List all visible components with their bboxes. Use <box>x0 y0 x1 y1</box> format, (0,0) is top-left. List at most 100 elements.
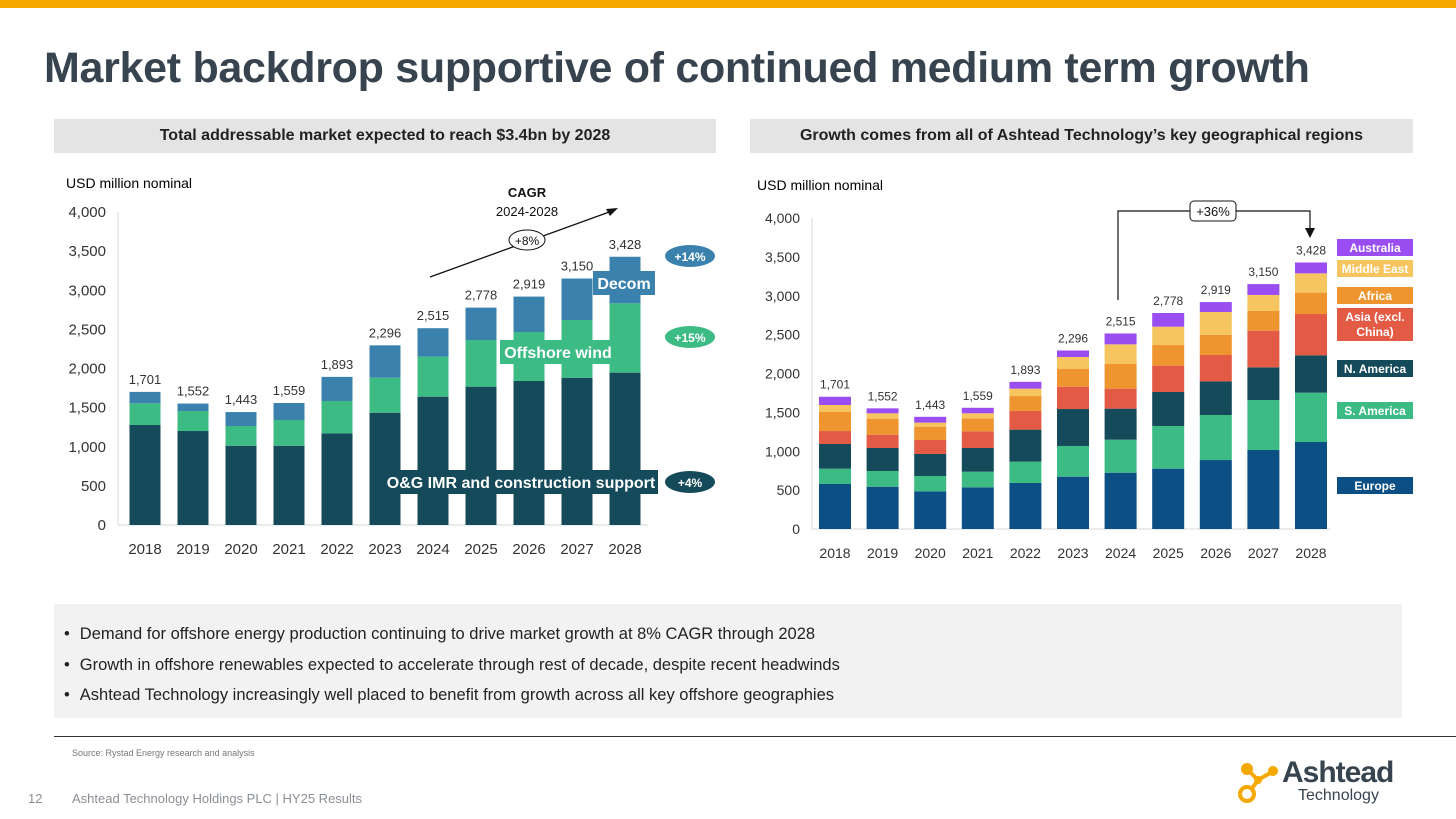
legend-label: Middle East <box>1342 262 1409 276</box>
bar-segment-australia <box>1247 284 1280 295</box>
bar-total-label: 1,701 <box>129 372 162 387</box>
bar-segment-decom <box>561 278 593 320</box>
bar-segment-africa <box>961 418 994 432</box>
bar-segment-australia <box>866 408 899 414</box>
bar-total-label: 3,150 <box>561 259 594 274</box>
legend-swatch <box>1337 260 1413 277</box>
bar-segment-africa <box>1009 396 1042 411</box>
y-tick-label: 2,500 <box>68 321 106 338</box>
decom-growth: +14% <box>674 250 705 264</box>
bar-total-label: 2,919 <box>513 277 546 292</box>
bar-segment-africa <box>1152 345 1185 366</box>
bar-segment-decom <box>513 296 545 333</box>
x-tick-label: 2023 <box>1057 545 1088 561</box>
bar-segment-europe <box>1009 482 1042 529</box>
legend-label: N. America <box>1344 362 1407 376</box>
y-tick-label: 1,000 <box>765 443 800 459</box>
legend-label-part: Asia (excl. <box>1345 310 1404 324</box>
bar-segment-middle-east <box>1152 326 1185 346</box>
bar-segment-s-america <box>1247 400 1280 451</box>
bar-segment-decom <box>321 376 353 401</box>
bar-segment-asia-excl-china- <box>1295 314 1327 356</box>
bar-segment-asia-excl-china- <box>1104 388 1137 409</box>
x-tick-label: 2025 <box>1153 545 1184 561</box>
bullet: Growth in offshore renewables expected t… <box>64 650 1402 681</box>
footer-text: Ashtead Technology Holdings PLC | HY25 R… <box>72 791 363 806</box>
bar-segment-s-america <box>961 471 994 488</box>
bar-segment-n-america <box>1199 381 1232 416</box>
bar-segment-o-g-imr-and-construction-support <box>561 377 593 525</box>
x-tick-label: 2026 <box>1200 545 1231 561</box>
bar-total-label: 1,552 <box>868 389 898 403</box>
bar-segment-asia-excl-china- <box>819 431 851 445</box>
bar-segment-europe <box>961 487 994 529</box>
bar-segment-australia <box>1057 350 1089 358</box>
bar-segment-s-america <box>819 468 851 484</box>
bar-total-label: 2,919 <box>1201 283 1231 297</box>
bar-total-label: 1,893 <box>1010 363 1040 377</box>
y-tick-label: 3,000 <box>765 288 800 304</box>
right-unit-label: USD million nominal <box>757 177 883 193</box>
bar-segment-decom <box>225 412 257 427</box>
bar-total-label: 2,296 <box>369 325 402 340</box>
legend-swatch <box>1337 287 1413 304</box>
bullet: Demand for offshore energy production co… <box>64 619 1402 650</box>
left-panel-header: Total addressable market expected to rea… <box>54 119 716 153</box>
x-tick-label: 2020 <box>915 545 946 561</box>
y-tick-label: 0 <box>98 517 106 534</box>
bar-total-label: 2,296 <box>1058 331 1088 345</box>
bar-segment-o-g-imr-and-construction-support <box>465 386 497 525</box>
bar-segment-o-g-imr-and-construction-support <box>417 396 449 525</box>
x-tick-label: 2028 <box>1295 545 1326 561</box>
bar-segment-asia-excl-china- <box>1009 410 1042 430</box>
growth-arrowhead-icon <box>1305 228 1315 238</box>
x-tick-label: 2021 <box>962 545 993 561</box>
bar-segment-o-g-imr-and-construction-support <box>129 424 161 525</box>
bar-total-label: 2,778 <box>1153 294 1183 308</box>
bar-segment-asia-excl-china- <box>1057 386 1089 410</box>
bar-segment-offshore-wind <box>321 400 353 434</box>
legend-swatch <box>1337 402 1413 419</box>
decom-series-label: Decom <box>597 276 650 293</box>
bar-total-label: 3,428 <box>1296 243 1326 257</box>
bar-segment-offshore-wind <box>369 377 401 413</box>
bar-segment-n-america <box>819 444 851 469</box>
bar-segment-middle-east <box>1295 273 1327 293</box>
bar-segment-n-america <box>1152 392 1185 426</box>
bar-segment-australia <box>961 407 994 414</box>
bar-segment-decom <box>273 403 305 420</box>
bar-segment-europe <box>866 486 899 529</box>
bullet: Ashtead Technology increasingly well pla… <box>64 680 1402 711</box>
ashtead-logo: Ashtead Technology <box>1236 756 1426 808</box>
bar-segment-africa <box>819 411 851 432</box>
bar-segment-africa <box>1247 310 1280 331</box>
bar-segment-australia <box>1199 302 1232 312</box>
logo-molecule-icon <box>1238 763 1278 803</box>
bar-segment-n-america <box>1104 408 1137 440</box>
page-number: 12 <box>28 791 43 806</box>
bar-segment-middle-east <box>1104 344 1137 365</box>
bar-segment-europe <box>1152 468 1185 529</box>
left-chart: 0 500 1,000 1,500 2,000 2,500 3,000 3,500 4,000 1… <box>68 204 648 558</box>
cagr-period: 2024-2028 <box>496 204 558 219</box>
growth-label-box <box>1189 200 1237 222</box>
bar-segment-africa <box>866 418 899 435</box>
bar-segment-offshore-wind <box>129 403 161 425</box>
wind-growth: +15% <box>674 331 705 345</box>
bar-segment-middle-east <box>1009 388 1042 397</box>
legend-label: Australia <box>1349 241 1401 255</box>
bar-segment-s-america <box>1104 439 1137 473</box>
y-tick-label: 500 <box>81 478 106 495</box>
x-tick-label: 2027 <box>1248 545 1279 561</box>
x-tick-label: 2018 <box>128 541 161 558</box>
wind-series-label: Offshore wind <box>504 345 612 362</box>
right-legend: Europe S. America N. America Asia (excl.Chi… <box>1337 239 1413 494</box>
bar-segment-middle-east <box>866 413 899 419</box>
bar-total-label: 1,559 <box>963 389 993 403</box>
bar-segment-africa <box>914 426 947 440</box>
growth-label: +36% <box>1196 204 1230 219</box>
left-unit-label: USD million nominal <box>66 175 192 191</box>
decom-label-box <box>593 271 655 295</box>
decom-growth-pill <box>665 245 715 267</box>
bar-segment-africa <box>1295 292 1327 315</box>
